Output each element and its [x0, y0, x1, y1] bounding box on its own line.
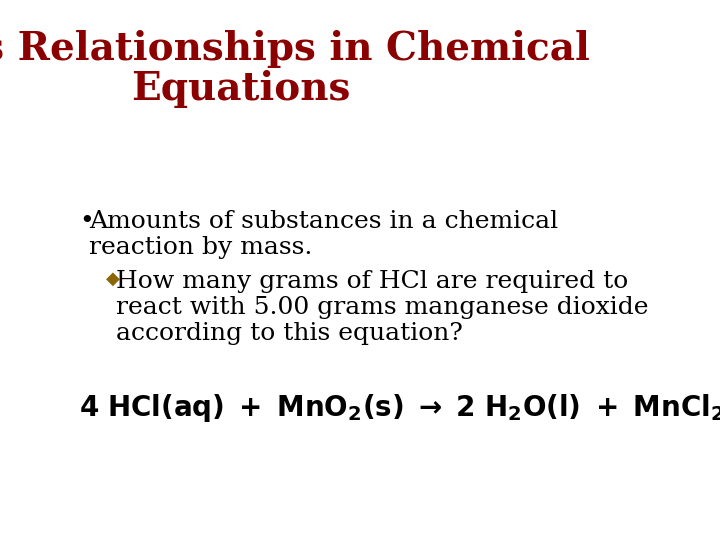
Text: How many grams of HCl are required to: How many grams of HCl are required to [117, 270, 629, 293]
Text: ◆: ◆ [106, 270, 120, 288]
Text: react with 5.00 grams manganese dioxide: react with 5.00 grams manganese dioxide [117, 296, 649, 319]
Text: •: • [79, 210, 94, 233]
Text: $\mathbf{4\ HCl(aq)\ +\ MnO_2(s)\ \rightarrow\ 2\ H_2O(l)\ +\ MnCl_2(aq)\ +\ Cl_: $\mathbf{4\ HCl(aq)\ +\ MnO_2(s)\ \right… [79, 392, 720, 424]
Text: Mass Relationships in Chemical: Mass Relationships in Chemical [0, 30, 590, 68]
Text: Amounts of substances in a chemical: Amounts of substances in a chemical [89, 210, 558, 233]
Text: according to this equation?: according to this equation? [117, 322, 463, 345]
Text: Equations: Equations [131, 70, 351, 108]
Text: reaction by mass.: reaction by mass. [89, 236, 312, 259]
